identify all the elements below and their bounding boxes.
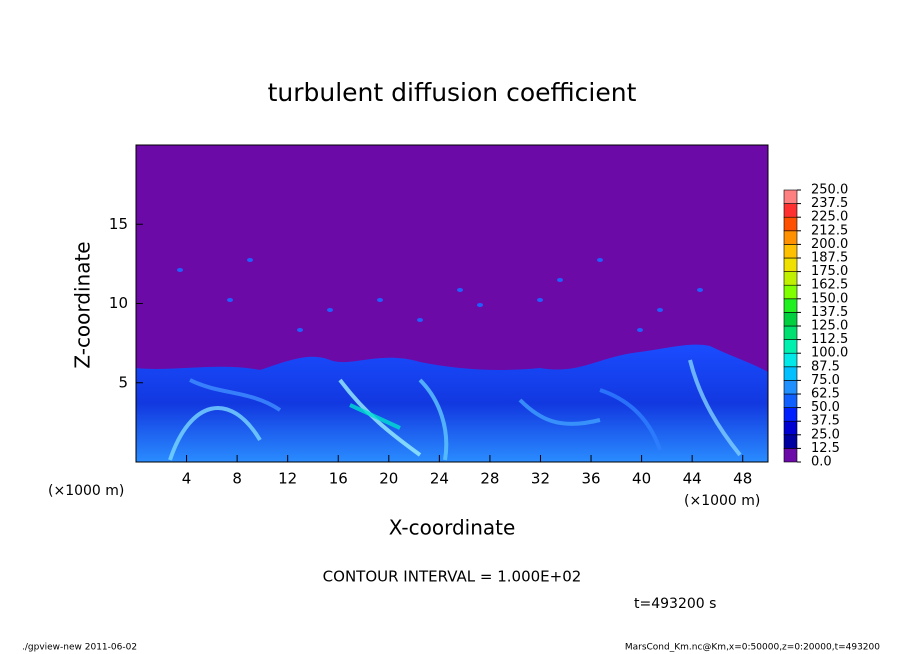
x-tick-label: 8 (232, 470, 242, 488)
colorbar-band (783, 420, 798, 436)
field-streak (338, 378, 422, 457)
field-blob (457, 288, 463, 292)
field-blob (697, 288, 703, 292)
x-tick-label: 4 (182, 470, 192, 488)
contour-interval: CONTOUR INTERVAL = 1.000E+02 (323, 568, 582, 586)
colorbar-label: 50.0 (811, 400, 840, 415)
y-unit: (×1000 m) (48, 483, 124, 499)
colorbar-band (783, 366, 798, 381)
colorbar-label: 175.0 (811, 264, 848, 279)
field-blob (297, 328, 303, 332)
colorbar-band (783, 230, 798, 245)
colorbar-label: 137.5 (811, 305, 848, 320)
x-tick-label: 36 (581, 470, 600, 488)
colorbar-band (783, 448, 798, 463)
field-streak (168, 406, 262, 461)
colorbar-label: 87.5 (811, 359, 840, 374)
x-tick-label: 48 (733, 470, 752, 488)
field-blob (657, 308, 663, 312)
colorbar-label: 237.5 (811, 196, 848, 211)
x-tick-label: 40 (632, 470, 651, 488)
colorbar-label: 225.0 (811, 210, 848, 225)
x-tick-label: 44 (683, 470, 702, 488)
colorbar-label: 62.5 (811, 387, 840, 402)
colorbar-label: 0.0 (811, 455, 832, 470)
field-blob (417, 318, 423, 322)
y-tick-label: 10 (109, 294, 128, 312)
x-tick-label: 28 (480, 470, 499, 488)
colorbar-band (783, 325, 798, 340)
field-streak (189, 378, 282, 412)
colorbar-band (783, 244, 798, 259)
colorbar-label: 75.0 (811, 373, 840, 388)
colorbar-band (783, 271, 798, 286)
colorbar-band (783, 407, 798, 422)
colorbar-label: 250.0 (811, 183, 848, 198)
colorbar-label: 112.5 (811, 332, 848, 347)
field-layer (136, 344, 768, 462)
time-label: t=493200 s (634, 596, 716, 612)
y-axis-label: Z-coordinate (71, 241, 95, 368)
colorbar-band (783, 203, 798, 218)
x-tick-label: 24 (430, 470, 449, 488)
y-tick-label: 5 (118, 373, 128, 391)
field-blob (637, 328, 643, 332)
field-streak (599, 388, 662, 451)
field-blob (597, 258, 603, 262)
field-streak (518, 398, 601, 426)
colorbar-band (783, 298, 798, 313)
field-streak (418, 378, 449, 461)
colorbar-label: 187.5 (811, 251, 848, 266)
colorbar-band (783, 216, 798, 232)
x-unit: (×1000 m) (684, 493, 760, 509)
field-blob (557, 278, 563, 282)
colorbar-band (783, 257, 798, 272)
field-streak (688, 359, 742, 457)
field-blob (477, 303, 483, 307)
x-tick-label: 20 (379, 470, 398, 488)
colorbar-band (783, 352, 798, 368)
colorbar-label: 150.0 (811, 291, 848, 306)
field-streak (349, 403, 401, 430)
y-tick-label: 15 (109, 215, 128, 233)
footer-right: MarsCond_Km.nc@Km,x=0:50000,z=0:20000,t=… (625, 643, 880, 653)
colorbar-band (783, 312, 798, 327)
colorbar-band (783, 380, 798, 395)
x-tick-label: 16 (329, 470, 348, 488)
colorbar-band (783, 393, 798, 408)
colorbar-band (783, 284, 798, 300)
colorbar-label: 100.0 (811, 346, 848, 361)
field-blob (377, 298, 383, 302)
plot-area (135, 144, 769, 463)
colorbar-label: 200.0 (811, 237, 848, 252)
colorbar-band (783, 339, 798, 354)
colorbar-label: 125.0 (811, 319, 848, 334)
colorbar-band (783, 434, 798, 449)
colorbar-label: 212.5 (811, 223, 848, 238)
colorbar-label: 162.5 (811, 278, 848, 293)
field-blob (227, 298, 233, 302)
field-blob (327, 308, 333, 312)
chart-title: turbulent diffusion coefficient (268, 78, 637, 107)
colorbar-label: 12.5 (811, 441, 840, 456)
colorbar-label: 25.0 (811, 427, 840, 442)
x-axis-label: X-coordinate (389, 516, 516, 540)
x-tick-label: 32 (531, 470, 550, 488)
colorbar-label: 37.5 (811, 414, 840, 429)
footer-left: ./gpview-new 2011-06-02 (22, 643, 137, 653)
field-blob (537, 298, 543, 302)
field-blob (177, 268, 183, 272)
field-blob (247, 258, 253, 262)
colorbar-band (783, 189, 798, 204)
x-tick-label: 12 (278, 470, 297, 488)
